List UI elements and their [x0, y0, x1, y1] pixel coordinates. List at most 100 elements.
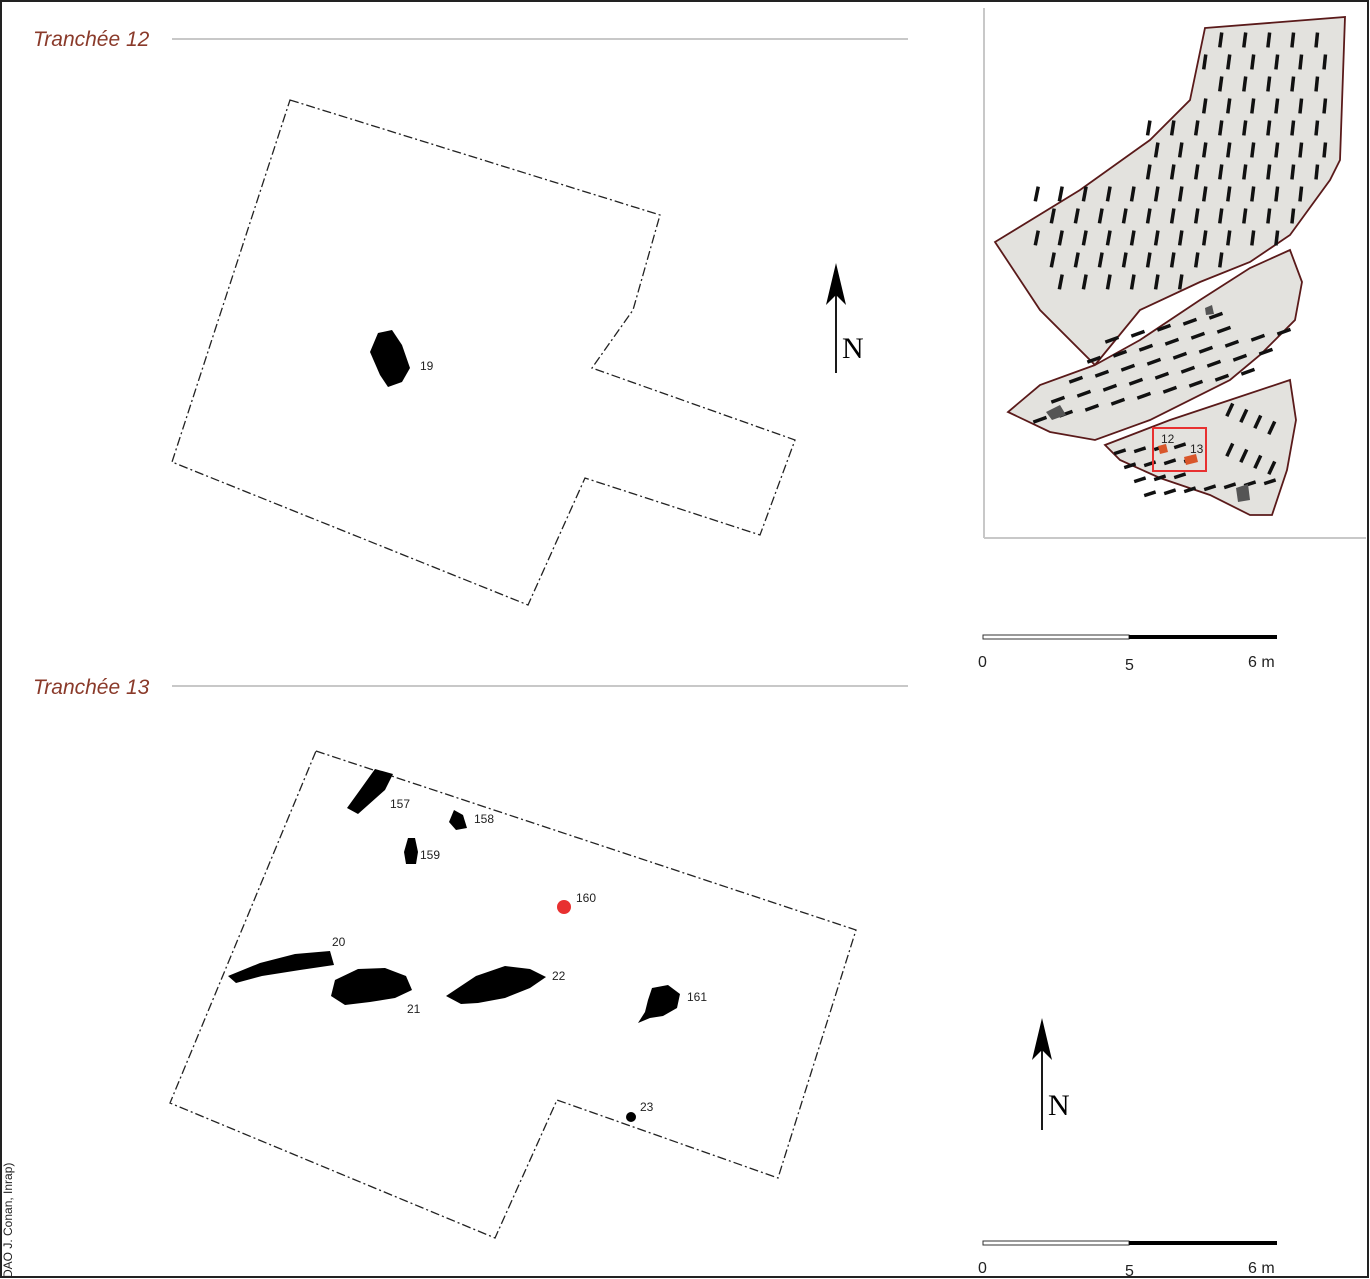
locator-trench-dash — [1173, 472, 1187, 480]
locator-trench-dash — [1314, 76, 1320, 92]
feature-19 — [370, 330, 410, 387]
locator-trench-dash — [1193, 208, 1200, 224]
feature-22 — [446, 966, 546, 1004]
locator-trench-dash — [1110, 397, 1126, 406]
locator-trench-13-marker — [1184, 454, 1198, 465]
locator-trench-dash — [1145, 120, 1152, 136]
locator-trench-dash — [1266, 76, 1272, 92]
locator-trench-dash — [1225, 442, 1235, 457]
trench-13-panel: Tranchée 13 157 158 159 160 20 21 22 161… — [33, 676, 908, 1239]
locator-trench-dash — [1169, 120, 1176, 136]
locator-trench-dash — [1208, 311, 1224, 320]
locator-trench-dash — [1156, 323, 1172, 332]
north-arrow-bottom: N — [1032, 1018, 1070, 1130]
locator-trench-dash — [1193, 120, 1200, 136]
locator-trench-dash — [1242, 208, 1248, 224]
locator-trench-dash — [1049, 252, 1056, 268]
locator-trench-dash — [1290, 76, 1296, 92]
locator-trench-dash — [1239, 408, 1249, 423]
scale-tick-5: 5 — [1125, 657, 1134, 674]
locator-trench-dash — [1138, 343, 1154, 352]
locator-trench-dash — [1163, 458, 1177, 466]
locator-trench-dash — [1226, 98, 1232, 114]
locator-trench-dash — [1193, 164, 1200, 180]
locator-trench-dash — [1130, 329, 1146, 338]
locator-trench-dash — [1223, 482, 1237, 490]
locator-trench-dash — [1105, 274, 1112, 290]
locator-trench-dash — [1057, 186, 1064, 202]
locator-trench-dash — [1136, 391, 1152, 400]
locator-trench-dash — [1239, 448, 1249, 463]
locator-trench-dash — [1081, 230, 1088, 246]
scale-bar-top: 0 5 6 m — [978, 634, 1277, 674]
locator-trench-dash — [1276, 327, 1292, 336]
locator-trench-dash — [1188, 379, 1204, 388]
locator-trench-dash — [1177, 142, 1184, 158]
scale-bar-segment-dark — [1129, 635, 1277, 639]
feature-157 — [347, 769, 393, 814]
locator-trench-dash — [1123, 462, 1137, 470]
locator-trench-dash — [1253, 414, 1263, 429]
locator-trench-dash — [1290, 164, 1296, 180]
locator-trench-dash — [1105, 186, 1112, 202]
locator-trench-dash — [1322, 142, 1328, 158]
locator-trench-dash — [1180, 365, 1196, 374]
locator-trench-dash — [1298, 142, 1304, 158]
locator-trench-dash — [1242, 120, 1248, 136]
feature-161 — [638, 985, 680, 1023]
feature-157-label: 157 — [390, 797, 410, 811]
locator-trench-dash — [1250, 142, 1256, 158]
locator-trench-dash — [1274, 186, 1280, 202]
locator-trench-dash — [1201, 230, 1208, 246]
locator-trench-dash — [1267, 420, 1277, 435]
locator-trench-dash — [1032, 415, 1048, 424]
locator-trench-dash — [1214, 373, 1230, 382]
locator-trench-dash — [1162, 385, 1178, 394]
locator-trench-dash — [1153, 274, 1160, 290]
locator-trench-dash — [1314, 164, 1320, 180]
locator-trench-dash — [1226, 142, 1232, 158]
locator-feature-patch — [1046, 405, 1066, 420]
locator-trench-dash — [1250, 230, 1256, 246]
locator-trench-dash — [1193, 252, 1200, 268]
locator-trench-dash — [1218, 32, 1224, 48]
locator-trench-dash — [1232, 353, 1248, 362]
feature-158 — [449, 810, 467, 830]
locator-trench-dash — [1073, 208, 1080, 224]
locator-trench-dash — [1314, 32, 1320, 48]
scale-tick-5: 5 — [1125, 1263, 1134, 1279]
locator-trench-dash — [1133, 446, 1147, 454]
locator-trench-dash — [1050, 395, 1066, 404]
locator-trench-dash — [1322, 98, 1328, 114]
locator-feature-patch — [1236, 484, 1250, 502]
locator-trench-dash — [1172, 351, 1188, 360]
locator-trench-dash — [1086, 355, 1102, 364]
north-label: N — [842, 332, 864, 365]
feature-161-label: 161 — [687, 990, 707, 1004]
trench-12-panel: Tranchée 12 19 — [33, 28, 908, 606]
locator-trench-dash — [1129, 186, 1136, 202]
locator-trench-dash — [1049, 208, 1056, 224]
locator-trench-dash — [1169, 208, 1176, 224]
trench-13-title: Tranchée 13 — [33, 676, 150, 699]
locator-label-13: 13 — [1190, 442, 1204, 456]
scale-bar-segment-light — [982, 634, 1130, 640]
locator-trench-dash — [1218, 76, 1224, 92]
locator-trench-dash — [1218, 208, 1224, 224]
feature-159-label: 159 — [420, 848, 440, 862]
locator-trench-dash — [1164, 337, 1180, 346]
locator-trench-dash — [1145, 164, 1152, 180]
feature-20-label: 20 — [332, 935, 346, 949]
locator-trench-dash — [1183, 486, 1197, 494]
scale-tick-6m: 6 m — [1248, 654, 1275, 671]
locator-trial-trenches — [1032, 32, 1328, 498]
locator-trench-dash — [1274, 54, 1280, 70]
locator-trench-dash — [1322, 54, 1328, 70]
scale-tick-0: 0 — [978, 654, 987, 671]
locator-trench-dash — [1177, 186, 1184, 202]
feature-21 — [331, 968, 412, 1005]
locator-trench-dash — [1250, 333, 1266, 342]
locator-trench-dash — [1242, 164, 1248, 180]
scale-bar-bottom: 0 5 6 m — [978, 1240, 1277, 1279]
